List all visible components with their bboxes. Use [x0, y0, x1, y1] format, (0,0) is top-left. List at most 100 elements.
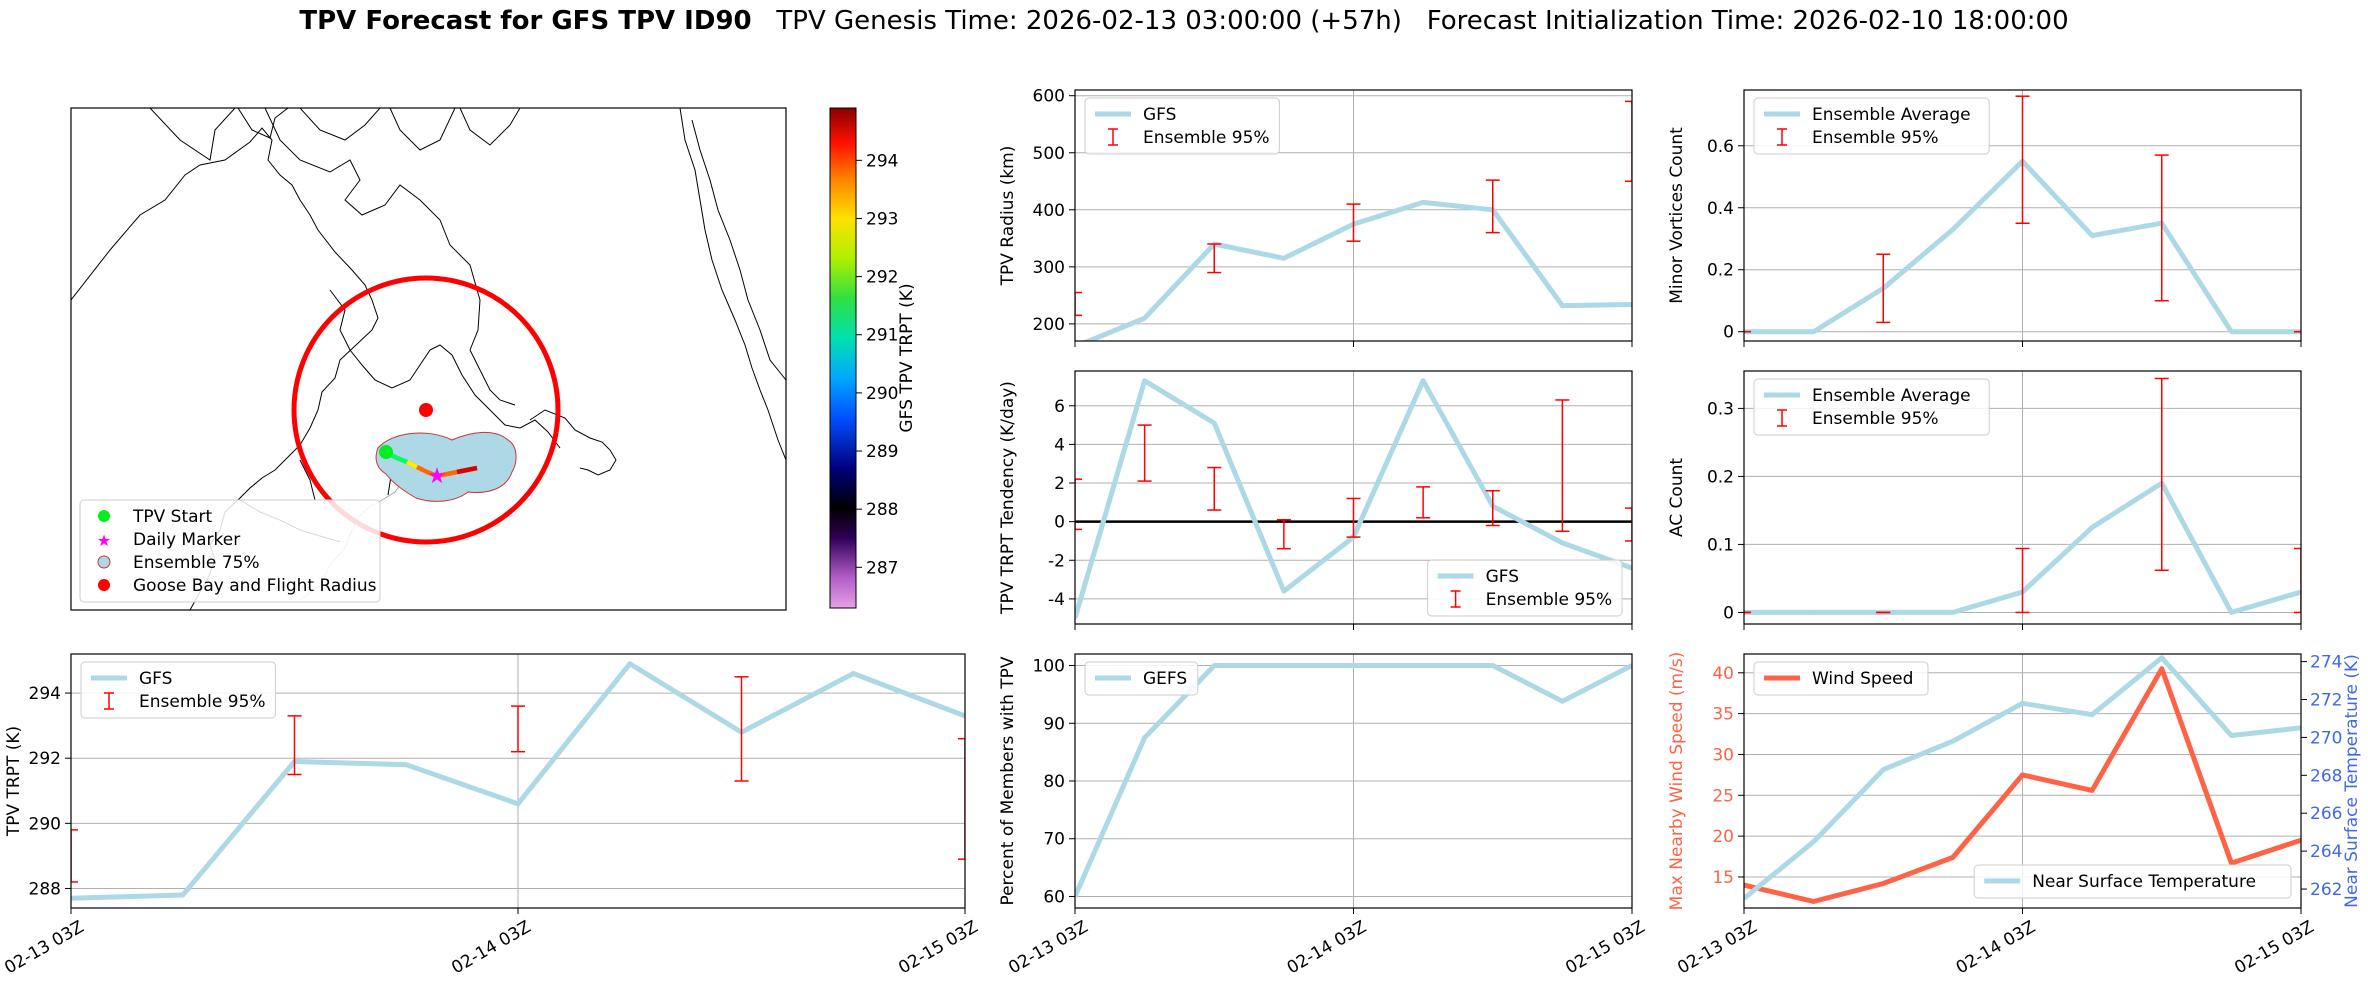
- series-point: [405, 763, 408, 766]
- series-point: [1951, 228, 1955, 231]
- tpv-track-end: [456, 465, 478, 475]
- legend-box: [1753, 378, 1990, 436]
- series-point: [2230, 611, 2233, 614]
- series-point: [516, 802, 520, 805]
- tpv-track-mid: [405, 459, 419, 470]
- y-tick-label: 0: [1723, 603, 1734, 623]
- ensemble-75-region: [375, 432, 517, 502]
- series-point: [1951, 739, 1955, 743]
- y2-tick-label: 270: [2310, 728, 2342, 748]
- y-tick-label: 20: [1712, 827, 1734, 847]
- coastline-north: [149, 108, 289, 161]
- y-tick-label: 30: [1712, 745, 1734, 765]
- colorbar-tick-label: 294: [866, 151, 898, 171]
- goose-bay-marker: [419, 403, 433, 417]
- legend: GEFS: [1084, 661, 1199, 696]
- y-tick-label: 4: [1054, 435, 1065, 455]
- plot-data: [1744, 377, 2301, 615]
- plot-data: [1075, 378, 1632, 620]
- series-point: [2230, 734, 2233, 737]
- series-point: [1143, 316, 1146, 320]
- figure-title: TPV Forecast for GFS TPV ID90 TPV Genesi…: [0, 6, 2368, 36]
- legend-goose-bay: Goose Bay and Flight Radius: [133, 576, 377, 596]
- y-tick-label: 25: [1712, 786, 1734, 806]
- series-point: [1561, 304, 1564, 307]
- colorbar-tick-label: 290: [866, 384, 898, 404]
- legend: GFS Ensemble 95%: [1084, 97, 1280, 155]
- flight-radius-circle: [291, 275, 561, 545]
- y2-tick-label: 264: [2310, 842, 2342, 862]
- figure-title-bold: TPV Forecast for GFS TPV ID90: [299, 6, 752, 36]
- series-point: [1812, 900, 1815, 903]
- plot-frame: [1743, 89, 2302, 342]
- genesis-time: TPV Genesis Time: 2026-02-13 03:00:00 (+…: [776, 6, 1402, 36]
- chart-minor: 0 0.2 0.4 0.6 Minor Vortices Count Ensemble A…: [1667, 89, 2302, 347]
- y-tick-label: 6: [1054, 397, 1065, 417]
- x-tick-label: 02-13 03Z: [1, 917, 87, 978]
- series-point: [1282, 257, 1286, 260]
- legend: GFS Ensemble 95%: [1427, 559, 1623, 617]
- y-tick-label: 292: [29, 749, 61, 769]
- daily-marker: ★: [427, 464, 447, 489]
- series-point: [852, 672, 855, 675]
- colorbar-tick-label: 289: [866, 442, 898, 462]
- series-point: [1352, 664, 1355, 667]
- series-point: [1812, 611, 1815, 614]
- legend-daily-marker: Daily Marker: [133, 530, 240, 550]
- legend-label: Wind Speed: [1812, 669, 1913, 689]
- y-tick-label: 2: [1054, 474, 1065, 494]
- colorbar: [829, 107, 857, 609]
- y-tick-label: 100: [1033, 657, 1065, 677]
- plot-frame: [1074, 653, 1633, 909]
- series-point: [2160, 656, 2163, 659]
- chart-tendency: -4 -2 0 2 4 6 TPV TRPT Tendency (K/day) GFS Ense…: [998, 370, 1633, 630]
- y-tick-label: 35: [1712, 705, 1734, 725]
- legend-box: [1427, 559, 1623, 617]
- y2-tick-label: 274: [2310, 653, 2342, 673]
- map-legend-box: [79, 499, 381, 603]
- legend-label: GFS: [1143, 105, 1176, 125]
- y-axis-label: Minor Vortices Count: [1667, 127, 1687, 304]
- series-point: [1812, 330, 1815, 333]
- y-axis-label: AC Count: [1667, 458, 1687, 537]
- y2-tick-label: 266: [2310, 804, 2342, 824]
- colorbar-tick-label: 287: [866, 558, 898, 578]
- legend: GFS Ensemble 95%: [80, 661, 276, 719]
- legend-box: [1973, 864, 2292, 899]
- series-point: [1213, 421, 1216, 425]
- series-point: [2090, 789, 2094, 792]
- y-tick-label: 300: [1033, 258, 1065, 278]
- series-point: [1143, 379, 1146, 382]
- series-point: [1812, 840, 1815, 843]
- map-panel: ★ TPV Start ★ Daily Marker Ensemble 75% …: [70, 107, 917, 611]
- y-tick-label: 0.1: [1707, 535, 1734, 555]
- y-tick-label: 40: [1712, 664, 1734, 684]
- tpv-start-marker: [379, 445, 393, 459]
- series-point: [1421, 379, 1425, 382]
- legend-label: GEFS: [1143, 669, 1187, 689]
- legend: Ensemble Average Ensemble 95%: [1753, 378, 1990, 436]
- y-tick-label: 0: [1723, 323, 1734, 343]
- colorbar-ticks: 287 288 289 290 291 292 293 294: [856, 151, 898, 578]
- y-tick-label: -4: [1048, 590, 1065, 610]
- y-tick-label: 294: [29, 684, 61, 704]
- y-axis-label: Max Nearby Wind Speed (m/s): [1667, 652, 1687, 911]
- y-tick-label: 500: [1033, 144, 1065, 164]
- y2-tick-label: 268: [2310, 766, 2342, 786]
- series-point: [1561, 700, 1564, 703]
- series-point: [1143, 736, 1146, 739]
- y-tick-label: 90: [1043, 714, 1065, 734]
- legend-label: Near Surface Temperature: [2032, 872, 2256, 892]
- x-tick-label: 02-14 03Z: [1284, 917, 1370, 978]
- legend-tpv-start-icon: [98, 510, 110, 522]
- plot-frame: [1074, 89, 1633, 342]
- legend-label: Ensemble 95%: [1143, 128, 1270, 148]
- series-point: [181, 893, 184, 897]
- legend-tpv-start: TPV Start: [132, 507, 213, 527]
- y-axis-label: Percent of Members with TPV: [998, 656, 1018, 905]
- legend-ensemble-75: Ensemble 75%: [133, 553, 260, 573]
- y-tick-label: 0: [1054, 513, 1065, 533]
- series-point: [1951, 611, 1955, 614]
- x-tick-label: 02-14 03Z: [448, 917, 534, 978]
